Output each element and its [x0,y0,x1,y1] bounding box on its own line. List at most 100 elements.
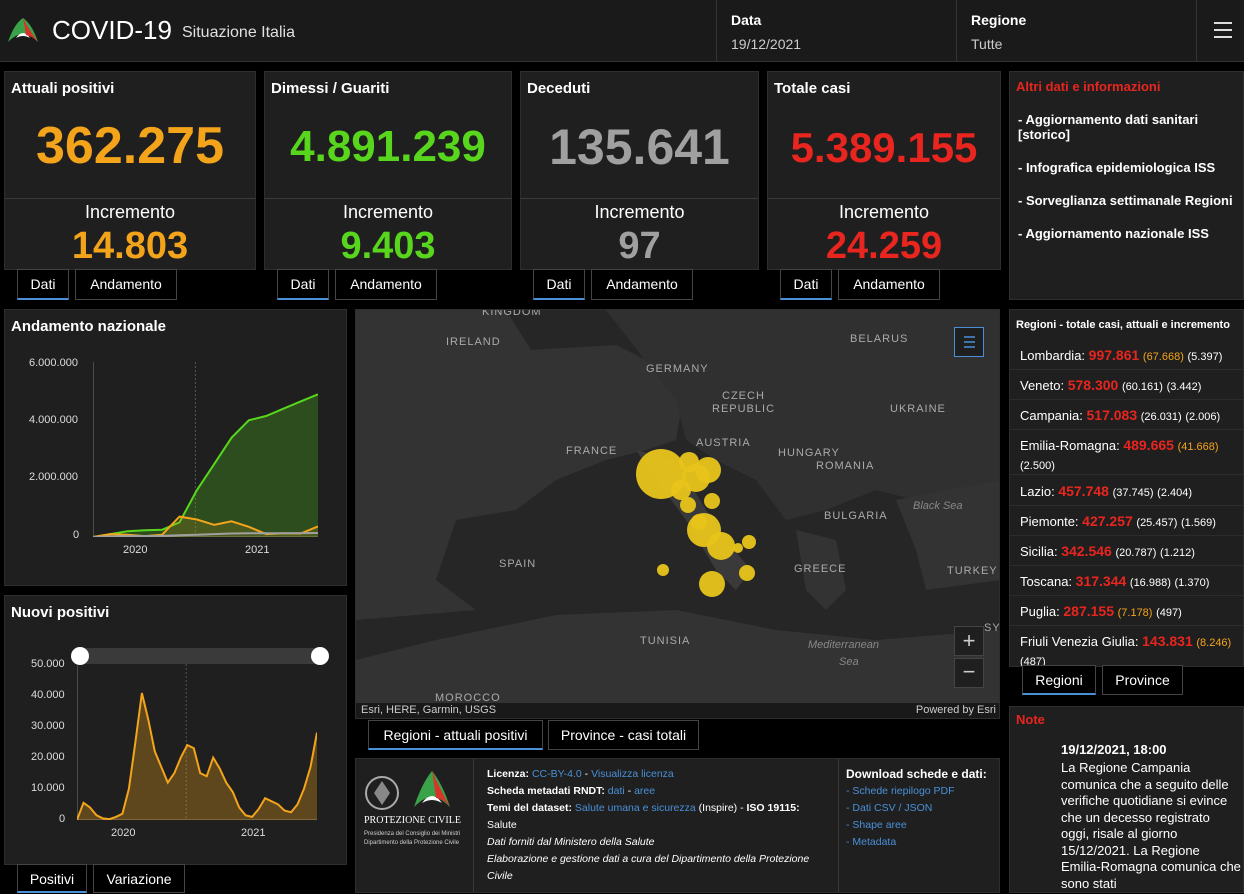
card-value: 5.389.155 [790,124,978,171]
download-csv-link[interactable]: - Dati CSV / JSON [846,802,933,814]
tab-andamento-deceduti[interactable]: Andamento [591,269,693,300]
tab-regioni-attuali[interactable]: Regioni - attuali positivi [368,720,543,750]
card-inc-label: Incremento [342,202,434,222]
map-country-label: HUNGARY [778,447,840,459]
map-country-label: SYI [984,622,1000,634]
card-title: Deceduti [527,80,591,97]
region-row[interactable]: Piemonte: 427.257 (25.457) (1.569) [1010,506,1243,536]
tab-positivi[interactable]: Positivi [17,864,87,893]
map-country-label: BULGARIA [824,510,888,522]
temi-link[interactable]: Salute umana e sicurezza [574,802,696,814]
card-title: Attuali positivi [11,80,115,97]
nuovi-positivi-chart[interactable] [77,664,317,820]
tab-andamento-totale[interactable]: Andamento [838,269,940,300]
card-title: Dimessi / Guariti [271,80,390,97]
card-inc-label: Incremento [838,202,930,222]
date-selector[interactable]: Data 19/12/2021 [716,0,956,62]
link-aggiornamento-iss[interactable]: - Aggiornamento nazionale ISS [1018,226,1209,241]
region-value: Tutte [971,36,1003,52]
region-selector[interactable]: Regione Tutte [956,0,1196,62]
download-shape-link[interactable]: - Shape aree [846,819,907,831]
x-tick: 2021 [245,544,270,556]
map-sea-label: Sea [839,656,859,668]
pc-name: PROTEZIONE CIVILE [364,815,461,826]
license-info: Licenza: CC-BY-4.0 - Visualizza licenza … [487,768,810,882]
region-row[interactable]: Toscana: 317.344 (16.988) (1.370) [1010,566,1243,596]
y-tick: 50.000 [31,658,65,670]
tab-andamento-attuali[interactable]: Andamento [75,269,177,300]
tab-variazione[interactable]: Variazione [93,864,185,893]
download-pdf-link[interactable]: - Schede riepilogo PDF [846,785,955,797]
andamento-nazionale-panel: Andamento nazionale 6.000.000 4.000.000 … [4,309,347,586]
note-panel: Note 19/12/2021, 18:00 La Regione Campan… [1009,706,1244,893]
tab-province-casi[interactable]: Province - casi totali [548,720,699,750]
slider-handle-left[interactable] [71,647,89,665]
y-tick: 6.000.000 [29,357,78,369]
y-tick: 0 [59,813,66,825]
y-tick: 2.000.000 [29,471,78,483]
map-bubble [704,493,720,509]
zoom-out-icon[interactable]: − [954,658,984,688]
region-row[interactable]: Sicilia: 342.546 (20.787) (1.212) [1010,536,1243,566]
tab-dati-dimessi[interactable]: Dati [277,269,329,300]
map-powered-by[interactable]: Powered by Esri [915,704,996,716]
download-metadata-link[interactable]: - Metadata [846,836,897,848]
link-infografica-iss[interactable]: - Infografica epidemiologica ISS [1018,160,1216,175]
rndt-aree-link[interactable]: aree [634,785,656,797]
tab-province[interactable]: Province [1102,665,1183,695]
hamburger-menu-icon[interactable] [1196,0,1244,62]
map-bubble [742,535,756,549]
map-attribution: Esri, HERE, Garmin, USGS [361,704,497,716]
link-sorveglianza-regioni[interactable]: - Sorveglianza settimanale Regioni [1018,193,1233,208]
map-country-label: REPUBLIC [712,403,776,415]
region-row[interactable]: Lombardia: 997.861 (67.668) (5.397) [1010,339,1243,370]
zoom-in-icon[interactable]: + [954,626,984,656]
tab-andamento-dimessi[interactable]: Andamento [335,269,437,300]
map-country-label: TURKEY [947,565,998,577]
map-country-label: GREECE [794,563,847,575]
card-value: 362.275 [36,117,224,175]
series-area [93,516,318,537]
region-row[interactable]: Veneto: 578.300 (60.161) (3.442) [1010,370,1243,400]
y-tick: 30.000 [31,720,65,732]
link-aggiornamento-dati[interactable]: - Aggiornamento dati sanitari [storico] [1018,112,1199,142]
map-bubbles [636,449,756,597]
series-area [77,693,317,820]
map-bubble [671,480,691,500]
range-slider[interactable] [71,647,329,665]
map-bubble [680,497,696,513]
map-country-label: BELARUS [850,333,909,345]
altri-dati-title: Altri dati e informazioni [1016,79,1161,94]
view-license-link[interactable]: Visualizza licenza [591,768,674,780]
app-subtitle: Situazione Italia [182,24,295,41]
tab-dati-deceduti[interactable]: Dati [533,269,585,300]
tab-dati-attuali[interactable]: Dati [17,269,69,300]
map-legend-icon[interactable] [954,327,984,357]
series-line [93,393,318,537]
region-row[interactable]: Friuli Venezia Giulia: 143.831 (8.246) (… [1020,633,1232,667]
region-row[interactable]: Emilia-Romagna: 489.665 (41.668) (2.500) [1010,430,1243,475]
map-sea-label: Black Sea [913,500,963,512]
rndt-dati-link[interactable]: dati [607,785,625,797]
card-title: Totale casi [774,80,851,97]
region-row[interactable]: Puglia: 287.155 (7.178) (497) [1010,596,1243,626]
download-section: Download schede e dati: - Schede riepilo… [846,766,996,851]
andamento-chart[interactable] [93,362,318,537]
tab-regioni[interactable]: Regioni [1022,665,1096,695]
tab-dati-totale[interactable]: Dati [780,269,832,300]
region-label: Regione [971,12,1027,28]
slider-handle-right[interactable] [311,647,329,665]
region-row[interactable]: Campania: 517.083 (26.031) (2.006) [1010,400,1243,430]
region-row[interactable]: Lazio: 457.748 (37.745) (2.404) [1010,475,1243,506]
map-panel[interactable]: KINGDOM IRELAND GERMANY CZECH REPUBLIC B… [355,309,1000,719]
map-bubble [707,532,735,560]
protezione-civile-logo: PROTEZIONE CIVILE Presidenza del Consigl… [356,759,474,892]
license-link[interactable]: CC-BY-4.0 [531,768,582,780]
nuovi-title: Nuovi positivi [11,604,110,621]
y-tick: 10.000 [31,782,65,794]
x-tick: 2020 [123,544,148,556]
italy-logo-icon [8,18,38,42]
altri-dati-panel: Altri dati e informazioni - Aggiornament… [1009,71,1244,300]
pc-sub1: Presidenza del Consiglio dei Ministri [364,831,461,837]
date-label: Data [731,12,762,28]
